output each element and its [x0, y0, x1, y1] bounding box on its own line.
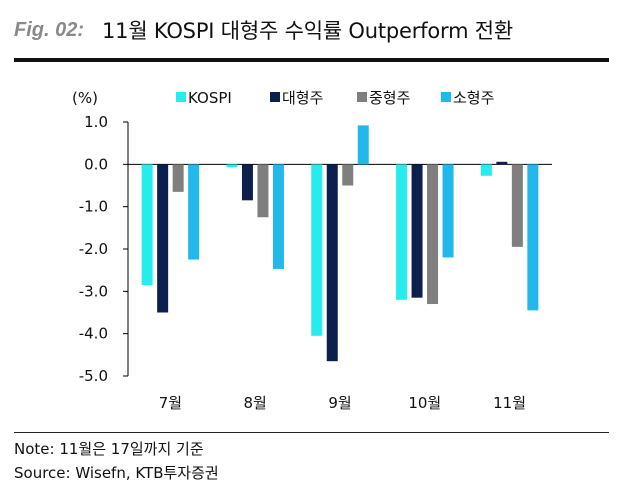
x-category-label: 9월 [328, 394, 351, 412]
bar-KOSPI-9월 [311, 164, 323, 336]
top-rule [14, 58, 609, 62]
bar-소형주-10월 [442, 164, 454, 258]
bottom-rule [14, 432, 609, 433]
legend-swatch-KOSPI [176, 92, 186, 102]
y-tick-label: -5.0 [79, 367, 108, 385]
bar-소형주-9월 [357, 125, 369, 165]
bar-대형주-10월 [411, 164, 423, 298]
bar-KOSPI-10월 [396, 164, 408, 300]
x-category-label: 7월 [159, 394, 182, 412]
bar-KOSPI-11월 [480, 164, 492, 176]
bar-중형주-8월 [257, 164, 269, 218]
figure-title: 11월 KOSPI 대형주 수익률 Outperform 전환 [102, 19, 514, 43]
legend-label: 소형주 [453, 89, 494, 107]
chart-axes: 1.0 0.0 -1.0 -2.0 -3.0 -4.0 -5.0 (%) 7월 8월 9월 10월 11… [72, 89, 552, 412]
bar-대형주-7월 [157, 164, 169, 313]
chart-bars [141, 125, 539, 362]
bar-KOSPI-7월 [141, 164, 153, 285]
bar-중형주-9월 [342, 164, 354, 186]
x-category-label: 10월 [408, 394, 441, 412]
legend-swatch-중형주 [357, 92, 367, 102]
figure-label: Fig. 02: [14, 18, 85, 41]
legend-label: 대형주 [282, 89, 323, 107]
bar-소형주-7월 [188, 164, 200, 260]
y-tick-label: -2.0 [79, 240, 108, 258]
bar-소형주-8월 [272, 164, 284, 269]
footnotes: Note: 11월은 17일까지 기준 Source: Wisefn, KTB투… [14, 437, 219, 485]
y-tick-label: -3.0 [79, 282, 108, 300]
x-category-label: 11월 [493, 394, 526, 412]
y-tick-label: 0.0 [84, 155, 108, 173]
bar-중형주-7월 [172, 164, 184, 192]
bar-대형주-11월 [496, 161, 508, 165]
legend-swatch-소형주 [441, 92, 451, 102]
note-text: Note: 11월은 17일까지 기준 [14, 440, 204, 458]
legend-swatch-대형주 [270, 92, 280, 102]
bar-중형주-10월 [427, 164, 439, 305]
figure-header: Fig. 02: 11월 KOSPI 대형주 수익률 Outperform 전환 [14, 10, 513, 50]
chart-legend: KOSPI 대형주 중형주 소형주 [176, 89, 494, 107]
bar-대형주-9월 [326, 164, 338, 362]
legend-label: KOSPI [188, 89, 232, 107]
y-axis-unit-label: (%) [72, 89, 98, 107]
source-text: Source: Wisefn, KTB투자증권 [14, 464, 219, 482]
bar-중형주-11월 [511, 164, 523, 247]
legend-label: 중형주 [369, 89, 410, 107]
bar-소형주-11월 [527, 164, 539, 311]
y-tick-label: 1.0 [84, 113, 108, 131]
bar-대형주-8월 [241, 164, 253, 201]
y-tick-label: -1.0 [79, 198, 108, 216]
x-category-label: 8월 [244, 394, 267, 412]
bar-KOSPI-8월 [226, 164, 238, 168]
y-tick-label: -4.0 [79, 325, 108, 343]
